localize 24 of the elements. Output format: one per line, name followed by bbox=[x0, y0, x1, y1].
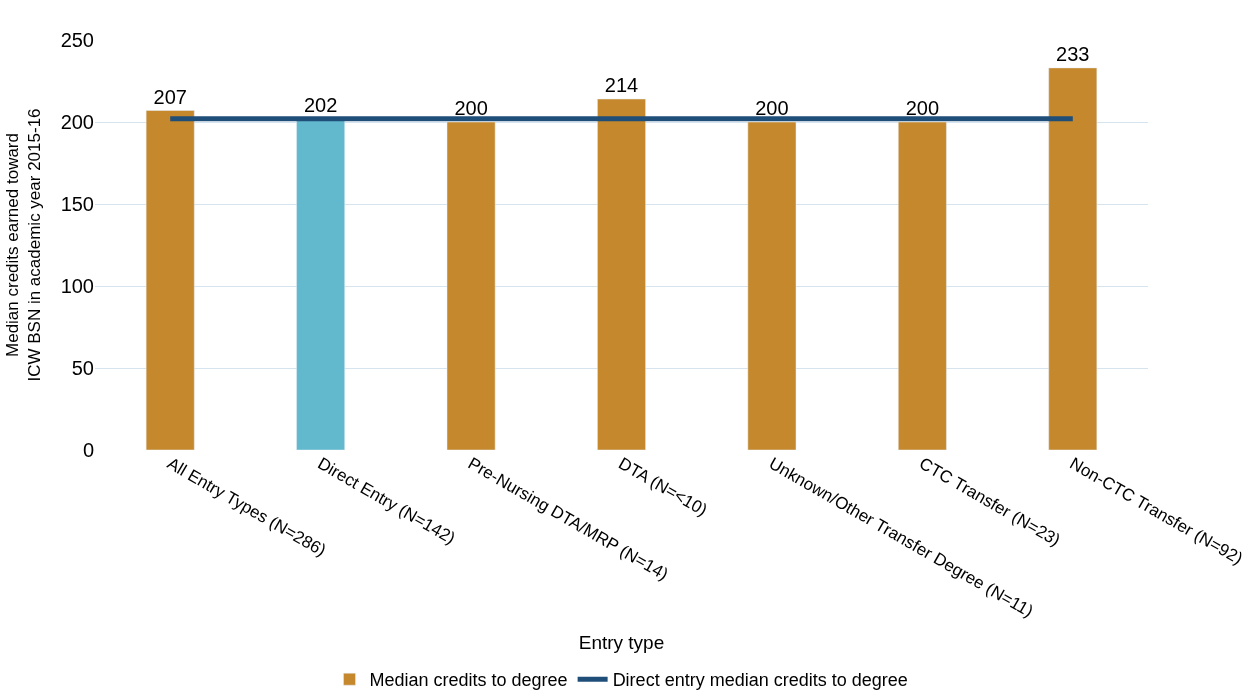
data-label: 214 bbox=[604, 74, 639, 97]
y-tick-label: 100 bbox=[60, 275, 94, 297]
x-axis-title: Entry type bbox=[578, 631, 665, 653]
data-label: 200 bbox=[454, 97, 488, 119]
data-label: 233 bbox=[1056, 42, 1090, 65]
y-tick-label: 250 bbox=[60, 29, 94, 51]
bar bbox=[747, 121, 797, 450]
bar bbox=[597, 98, 646, 450]
data-label: 207 bbox=[153, 85, 187, 108]
legend-label: Median credits to degree bbox=[369, 670, 568, 691]
y-tick-label: 200 bbox=[60, 111, 94, 133]
bar bbox=[1048, 67, 1098, 450]
y-tick-label: 0 bbox=[82, 439, 94, 461]
bar bbox=[296, 118, 345, 450]
bar bbox=[145, 110, 195, 450]
data-label: 202 bbox=[303, 93, 338, 116]
bar bbox=[898, 121, 947, 450]
data-label: 200 bbox=[755, 97, 789, 119]
y-axis-title: Median credits earned toward ICW BSN in academic year 2015-16 bbox=[3, 108, 45, 382]
y-tick-label: 50 bbox=[71, 357, 94, 379]
legend-label: Direct entry median credits to degree bbox=[612, 670, 908, 691]
y-tick-label: 150 bbox=[60, 193, 94, 215]
bar bbox=[446, 121, 496, 450]
data-label: 200 bbox=[905, 97, 940, 119]
